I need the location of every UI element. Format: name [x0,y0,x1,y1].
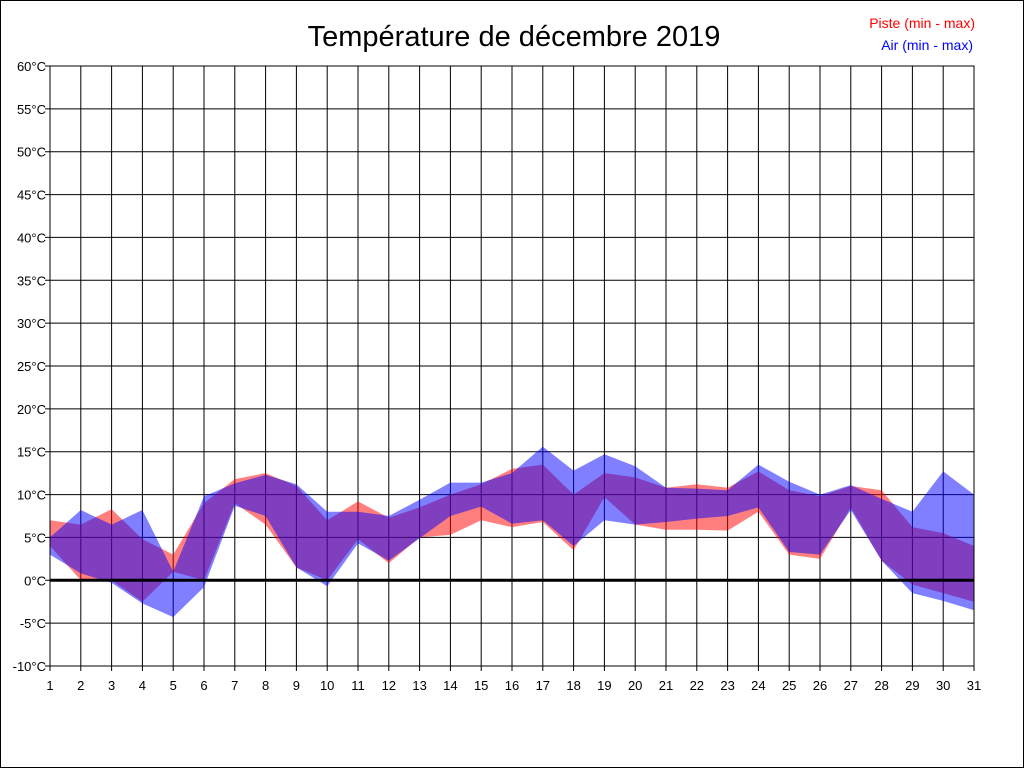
axes: 1 2 3 4 5 6 7 8 9 10 11 12 13 14 15 16 17 18 19 20 21 22 23 24 2… [13,59,982,693]
plot-border [49,65,975,667]
legend-air: Air (min - max) [881,37,973,53]
y-tick-label: 15°C [17,445,46,460]
series-area-air [50,446,974,618]
x-tick-label: 28 [874,678,888,693]
x-tick-label: 11 [351,678,365,693]
x-tick-label: 17 [536,678,550,693]
x-tick-label: 21 [659,678,673,693]
x-tick-label: 19 [597,678,611,693]
y-tick-label: 5°C [24,530,46,545]
y-tick-label: 50°C [17,145,46,160]
x-tick-label: 5 [170,678,177,693]
y-tick-label: 55°C [17,102,46,117]
x-tick-label: 4 [139,678,146,693]
x-tick-label: 3 [108,678,115,693]
y-tick-label: 60°C [17,59,46,74]
x-tick-label: 31 [967,678,981,693]
y-tick-label: 10°C [17,488,46,503]
x-tick-label: 18 [566,678,580,693]
x-tick-label: 10 [320,678,334,693]
x-tick-label: 27 [844,678,858,693]
x-tick-label: 9 [293,678,300,693]
x-tick-label: 16 [505,678,519,693]
series-areas [50,446,974,618]
y-tick-label: 25°C [17,359,46,374]
x-tick-label: 2 [77,678,84,693]
x-tick-label: 25 [782,678,796,693]
grid [45,65,975,671]
y-tick-label: 0°C [24,573,46,588]
y-tick-label: 40°C [17,230,46,245]
x-tick-label: 22 [690,678,704,693]
x-tick-label: 13 [412,678,426,693]
x-tick-label: 14 [443,678,457,693]
x-tick-label: 12 [382,678,396,693]
x-tick-label: 29 [905,678,919,693]
x-tick-label: 6 [200,678,207,693]
y-tick-label: 30°C [17,316,46,331]
x-tick-label: 20 [628,678,642,693]
y-tick-label: 45°C [17,188,46,203]
y-tick-label: -5°C [20,616,46,631]
y-tick-label: 35°C [17,273,46,288]
x-tick-label: 7 [231,678,238,693]
x-tick-label: 30 [936,678,950,693]
x-tick-label: 26 [813,678,827,693]
chart-title: Température de décembre 2019 [308,21,721,53]
y-tick-label: -10°C [13,659,46,674]
x-tick-label: 15 [474,678,488,693]
x-tick-label: 1 [46,678,53,693]
x-tick-label: 23 [720,678,734,693]
y-tick-label: 20°C [17,402,46,417]
x-tick-label: 8 [262,678,269,693]
legend-piste: Piste (min - max) [869,15,975,31]
x-tick-label: 24 [751,678,765,693]
